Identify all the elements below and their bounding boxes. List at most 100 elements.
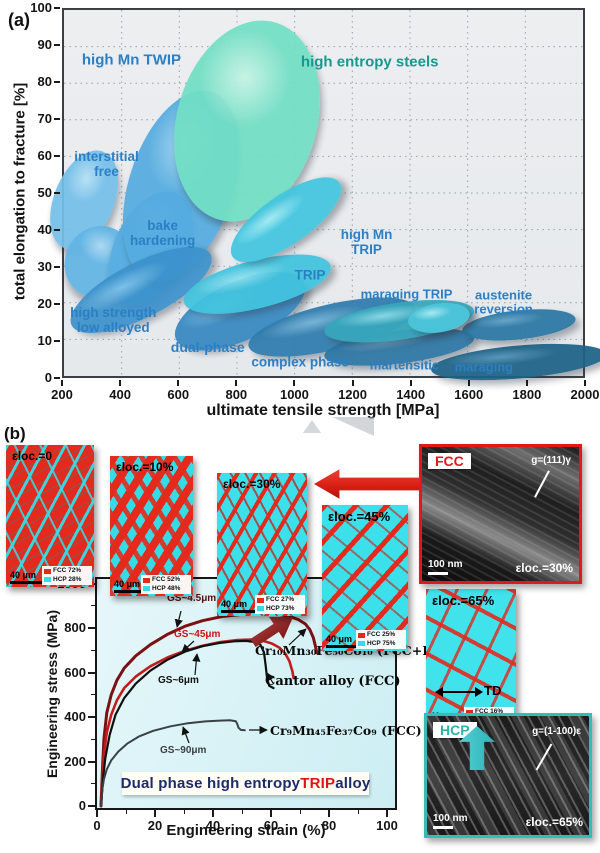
y-tick — [54, 192, 60, 194]
y-tick-label: 60 — [37, 148, 52, 163]
steel-class-label: interstitial free — [74, 148, 139, 179]
strain-label: εloc.=30% — [515, 561, 573, 575]
x-tick-label: 100 — [376, 818, 398, 833]
x-tick — [584, 380, 586, 386]
hcp-fraction: HCP 48% — [152, 584, 181, 592]
panel-b-label: (b) — [4, 424, 26, 443]
plot-title-pre: Dual phase high entropy — [120, 775, 301, 792]
scale-bar-label: 100 nm — [428, 559, 463, 570]
scale-bar-line — [428, 572, 448, 575]
stress-strain-curves — [99, 610, 319, 808]
plot-title-post: alloy — [335, 775, 371, 792]
fcc-tem-pointer-arrow — [314, 469, 420, 499]
x-tick-label: 1400 — [396, 387, 426, 402]
phase-legend: FCC 72% HCP 28% — [42, 566, 92, 585]
x-tick — [177, 380, 180, 386]
steel-class-label: maraging — [454, 359, 514, 375]
scale-bar-line — [221, 610, 255, 613]
hcp-swatch — [143, 586, 150, 592]
x-tick-label: 600 — [167, 387, 190, 402]
x-tick — [328, 810, 330, 817]
scale-bar: 40 μm — [326, 634, 360, 648]
hcp-fraction: HCP 73% — [266, 604, 295, 612]
y-tick-label: 10 — [37, 333, 52, 348]
y-tick-label: 400 — [64, 709, 86, 724]
scale-bar: 40 μm — [10, 570, 44, 584]
y-tick — [54, 81, 60, 83]
plot-title-box: Dual phase high entropy TRIP alloy — [120, 772, 371, 795]
tem-scale-bar: 100 nm — [433, 813, 467, 829]
strain-label: εloc.=45% — [328, 509, 391, 524]
fcc-phase-badge: FCC — [428, 453, 471, 469]
x-minor-tick — [183, 810, 185, 814]
steel-class-label: high strength low alloyed — [70, 304, 157, 335]
y-tick — [88, 760, 95, 763]
y-tick — [54, 118, 60, 120]
curve-annotation-label: Cr₉Mn₄₅Fe₃₇Co₉ (FCC) — [270, 723, 422, 738]
x-tick — [351, 380, 354, 386]
x-tick-label: 200 — [51, 387, 73, 402]
x-tick — [61, 380, 63, 386]
hcp-swatch — [358, 641, 365, 647]
x-minor-tick — [299, 810, 301, 814]
tem-image-fcc: FCC g=(111)γ 100 nm εloc.=30% — [419, 444, 582, 584]
steel-class-label: TRIP — [294, 267, 326, 283]
steel-class-label: bake hardening — [129, 217, 196, 248]
g-vector-label: g=(1-100)ε — [532, 726, 581, 737]
y-tick-label: 20 — [37, 296, 52, 311]
steel-class-label: complex phase — [251, 354, 349, 370]
steel-class-label: austenite reversion — [474, 287, 533, 317]
scale-bar: 40 μm — [221, 599, 255, 613]
steel-class-label: high Mn TWIP — [81, 51, 182, 69]
y-tick — [54, 377, 60, 379]
tem-scale-bar: 100 nm — [428, 559, 462, 575]
scale-bar-line — [433, 826, 453, 829]
x-tick-label: 1200 — [338, 387, 367, 402]
strain-label: εloc.=10% — [116, 460, 174, 474]
phase-legend: FCC 25% HCP 75% — [356, 630, 406, 649]
y-minor-tick — [91, 783, 95, 785]
x-tick — [119, 380, 122, 386]
ebsd-map-strain-45: εloc.=45% 40 μm FCC 25% HCP 75% — [322, 505, 408, 651]
steel-banana-plot: interstitial free bake hardening high Mn T… — [36, 3, 600, 387]
fcc-swatch — [143, 577, 150, 583]
y-tick-label: 50 — [37, 185, 52, 200]
scale-bar-label: 40 μm — [326, 634, 353, 644]
fcc-fraction: FCC 52% — [152, 576, 181, 584]
y-tick — [88, 805, 95, 807]
hcp-fraction: HCP 28% — [53, 575, 82, 583]
x-tick-label: 60 — [263, 818, 279, 833]
y-minor-tick — [91, 649, 95, 651]
g-vector-line — [535, 743, 553, 771]
plot-title-accent: TRIP — [300, 775, 336, 792]
x-tick-label: 1800 — [512, 387, 542, 402]
steel-class-label: high Mn TRIP — [340, 226, 393, 258]
strain-label: εloc.=30% — [223, 477, 281, 491]
x-tick — [525, 380, 528, 386]
y-tick-label: 70 — [37, 111, 52, 126]
panel-a-label: (a) — [8, 10, 30, 30]
x-tick — [96, 810, 98, 817]
scale-bar: 40 μm — [114, 579, 148, 593]
x-tick — [467, 380, 470, 386]
x-tick-label: 2000 — [570, 387, 600, 402]
y-tick-label: 100 — [30, 0, 52, 15]
x-tick — [386, 810, 388, 817]
steel-class-label: dual-phase — [170, 339, 245, 356]
x-tick — [154, 810, 156, 817]
y-tick-label: 30 — [37, 259, 52, 274]
curve-annotation-label: GS~90μm — [160, 745, 207, 756]
x-tick-label: 400 — [109, 387, 131, 402]
watermark-triangle — [332, 417, 374, 436]
y-minor-tick — [91, 738, 95, 740]
fcc-swatch — [358, 632, 365, 638]
x-tick-label: 20 — [147, 818, 163, 833]
fcc-fraction: FCC 27% — [266, 596, 295, 604]
fcc-fraction: FCC 72% — [53, 567, 82, 575]
x-minor-tick — [125, 810, 127, 814]
curve-annotation-label: GS~4.5μm — [167, 593, 217, 604]
scale-bar-line — [326, 645, 360, 648]
panel-b-x-axis-title: Engineering strain (%) — [166, 822, 326, 839]
y-tick — [54, 155, 60, 157]
